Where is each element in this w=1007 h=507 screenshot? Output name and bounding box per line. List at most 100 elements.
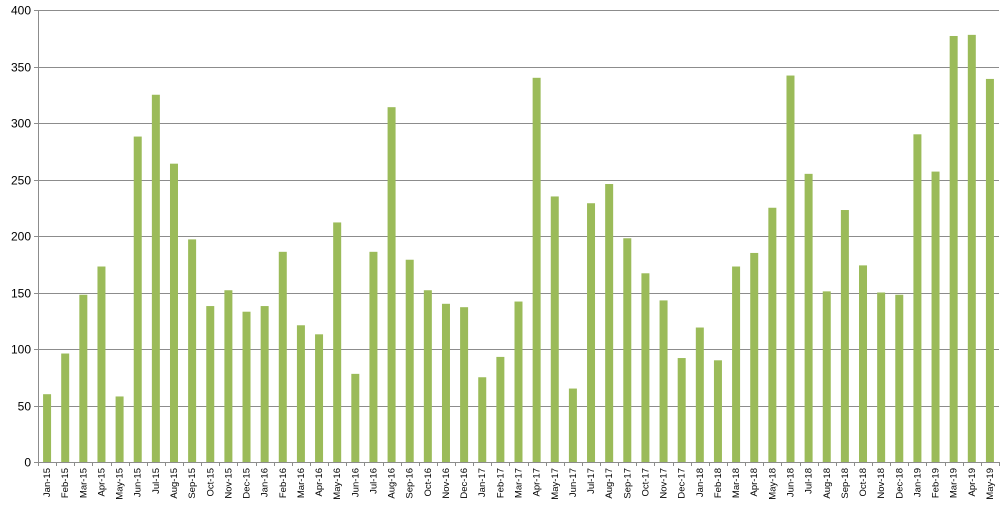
bar-Jul-16 <box>369 251 378 462</box>
bar-May-15 <box>115 396 124 462</box>
bar-Dec-17 <box>677 358 686 462</box>
bar-Dec-15 <box>242 311 251 462</box>
x-tick-label: May-17 <box>550 468 561 500</box>
x-tick-label: Feb-15 <box>60 468 71 498</box>
x-tick-label: Jan-15 <box>42 468 53 497</box>
bar-Aug-16 <box>387 107 396 463</box>
x-tick-label: Dec-16 <box>459 468 470 499</box>
x-tick-label: May-16 <box>332 468 343 500</box>
bar-May-18 <box>768 207 777 462</box>
bar-Mar-18 <box>732 266 741 462</box>
x-tick-label: Feb-18 <box>713 468 724 498</box>
x-tick-label: Jan-17 <box>477 468 488 497</box>
bar-Apr-15 <box>97 266 106 462</box>
x-tick-label: Jun-15 <box>133 468 144 497</box>
x-tick-label: Nov-15 <box>223 468 234 499</box>
bar-May-19 <box>985 78 994 463</box>
bar-Jun-18 <box>786 75 795 462</box>
x-tick-label: May-19 <box>985 468 996 500</box>
bar-Oct-18 <box>859 265 868 462</box>
y-tick-label: 50 <box>18 400 32 414</box>
x-tick-label: Aug-15 <box>169 468 180 499</box>
bar-Sep-16 <box>405 259 414 462</box>
y-tick-label: 400 <box>11 4 31 18</box>
bar-Sep-17 <box>623 238 632 462</box>
x-tick-label: Feb-16 <box>278 468 289 498</box>
bar-Mar-15 <box>79 294 88 462</box>
x-tick-label: Apr-15 <box>96 468 107 497</box>
bar-Jan-18 <box>695 327 704 462</box>
x-tick-label: Nov-16 <box>441 468 452 499</box>
bars <box>43 34 994 463</box>
x-tick-label: Mar-18 <box>731 468 742 498</box>
bar-Apr-17 <box>532 77 541 463</box>
y-tick-label: 250 <box>11 174 31 188</box>
x-tick-label: Jun-18 <box>785 468 796 497</box>
bar-Nov-16 <box>441 303 450 462</box>
y-tick-label: 200 <box>11 230 31 244</box>
bar-Sep-18 <box>840 210 849 462</box>
x-tick-label: Dec-15 <box>242 468 253 499</box>
bar-Feb-18 <box>713 360 722 462</box>
x-tick-label: Mar-16 <box>296 468 307 498</box>
x-tick-label: Apr-19 <box>967 468 978 497</box>
x-tick-label: Aug-17 <box>604 468 615 499</box>
x-tick-label: Jan-16 <box>260 468 271 497</box>
bar-Aug-15 <box>169 163 178 462</box>
x-tick-label: Sep-18 <box>840 468 851 499</box>
x-tick-label: Mar-17 <box>514 468 525 498</box>
bar-Mar-17 <box>514 301 523 462</box>
bar-Nov-18 <box>877 292 886 462</box>
x-tick-label: Nov-18 <box>876 468 887 499</box>
gridlines <box>38 10 999 407</box>
x-tick-label: Dec-17 <box>677 468 688 499</box>
y-tick-label: 150 <box>11 287 31 301</box>
x-tick-label: Dec-18 <box>894 468 905 499</box>
x-tick-label: Aug-16 <box>387 468 398 499</box>
bar-Apr-19 <box>967 34 976 463</box>
y-tick-label: 300 <box>11 117 31 131</box>
x-tick-label: Mar-15 <box>78 468 89 498</box>
y-tick-label: 100 <box>11 343 31 357</box>
x-tick-label: Jun-17 <box>568 468 579 497</box>
x-tick-label: May-15 <box>115 468 126 500</box>
bar-Jun-16 <box>351 373 360 462</box>
x-axis-tick-labels: Jan-15 Feb-15 Mar-15 Apr-15 May-15 Jun-15 Jul-… <box>42 468 996 500</box>
x-tick-label: Mar-19 <box>949 468 960 498</box>
bar-May-17 <box>550 196 559 462</box>
x-tick-label: Jul-17 <box>586 468 597 494</box>
y-tick-label: 350 <box>11 61 31 75</box>
x-tick-label: Feb-17 <box>495 468 506 498</box>
x-tick-label: Jul-15 <box>151 468 162 494</box>
bar-Feb-19 <box>931 171 940 462</box>
x-tick-label: Oct-15 <box>205 468 216 497</box>
bar-Nov-17 <box>659 300 668 462</box>
x-tick-label: Feb-19 <box>931 468 942 498</box>
bar-Apr-18 <box>750 252 759 462</box>
bar-Jul-17 <box>587 203 596 463</box>
bar-Feb-17 <box>496 356 505 462</box>
bar-Mar-19 <box>949 35 958 463</box>
x-tick-label: Jan-18 <box>695 468 706 497</box>
bar-Mar-16 <box>296 325 305 462</box>
bar-Feb-15 <box>61 353 70 462</box>
bar-Oct-17 <box>641 273 650 462</box>
bar-Jan-17 <box>478 377 487 462</box>
bar-Sep-15 <box>188 239 197 462</box>
x-tick-label: Jul-18 <box>804 468 815 494</box>
x-tick-label: Jan-19 <box>912 468 923 497</box>
bar-Jul-18 <box>804 173 813 462</box>
bar-Nov-15 <box>224 290 233 462</box>
bar-Dec-16 <box>460 307 469 462</box>
bar-Jan-15 <box>43 394 52 462</box>
bar-Jan-19 <box>913 134 922 463</box>
x-tick-label: Aug-18 <box>822 468 833 499</box>
bar-Dec-18 <box>895 294 904 462</box>
bar-Feb-16 <box>278 251 287 462</box>
bar-Aug-17 <box>605 184 614 462</box>
x-tick-label: Sep-16 <box>405 468 416 499</box>
x-tick-label: Nov-17 <box>659 468 670 499</box>
x-tick-label: Jul-16 <box>368 468 379 494</box>
x-tick-label: Apr-18 <box>749 468 760 497</box>
